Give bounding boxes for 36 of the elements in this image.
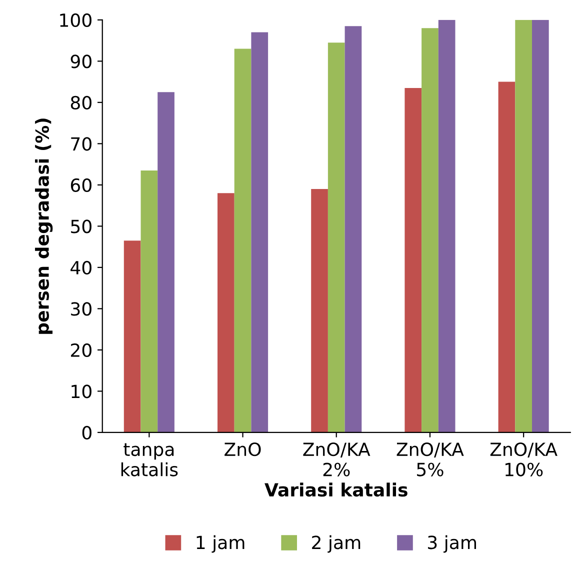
y-tick-label: 50 <box>71 220 92 234</box>
x-tick-label: ZnO/KA 10% <box>490 442 558 476</box>
legend-label: 1 jam <box>196 535 244 553</box>
y-tick-label: 20 <box>71 343 92 358</box>
bar <box>438 20 456 432</box>
y-tick-label: 90 <box>70 54 92 68</box>
x-axis-title: Variasi katalis <box>264 482 408 497</box>
bar <box>532 20 549 432</box>
bar <box>328 42 345 432</box>
y-tick-label: 100 <box>60 13 92 28</box>
legend-label: 2 jam <box>312 535 360 553</box>
x-tick-label: ZnO/KA 5% <box>396 442 464 476</box>
bar <box>311 189 328 432</box>
bar <box>251 32 268 432</box>
bar <box>234 48 252 432</box>
y-tick-label: 80 <box>70 96 92 110</box>
legend-label: 3 jam <box>428 535 476 553</box>
y-axis-title: persen degradasi (%) <box>35 118 53 334</box>
y-tick-label: 30 <box>71 302 92 316</box>
y-tick-label: 10 <box>72 384 92 398</box>
bar <box>515 20 532 432</box>
bar <box>404 88 422 432</box>
x-tick-label: ZnO <box>224 442 261 456</box>
bar <box>422 28 438 432</box>
bar <box>498 82 516 432</box>
y-tick-label: 70 <box>71 137 92 151</box>
y-tick-label: 40 <box>70 260 92 275</box>
bar <box>124 240 141 432</box>
y-tick-label: 0 <box>82 426 92 440</box>
bar <box>140 170 158 432</box>
bar <box>218 193 234 432</box>
bar <box>158 92 174 432</box>
x-tick-label: tanpa katalis <box>121 443 178 476</box>
x-tick-label: ZnO/KA 2% <box>303 442 370 476</box>
bar <box>344 26 362 432</box>
y-tick-label: 60 <box>70 178 92 192</box>
